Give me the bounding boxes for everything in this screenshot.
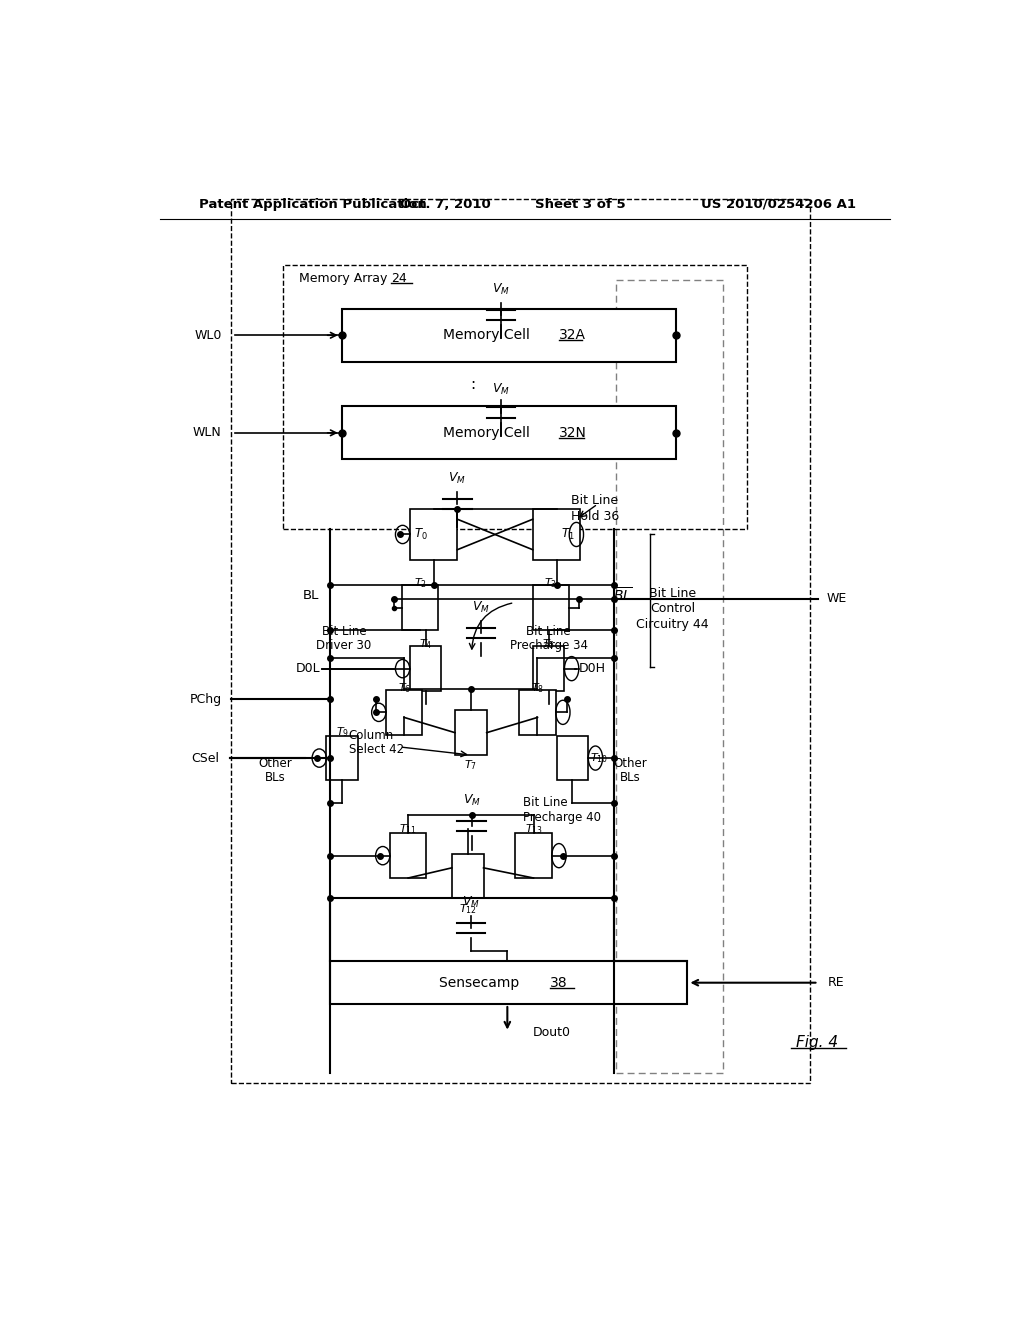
Text: Precharge 40: Precharge 40 <box>523 810 601 824</box>
Bar <box>331 961 687 1005</box>
Text: $T_1$: $T_1$ <box>560 527 574 543</box>
Text: BL: BL <box>302 589 318 602</box>
Text: Sheet 3 of 5: Sheet 3 of 5 <box>535 198 626 211</box>
Text: Other: Other <box>613 756 647 770</box>
Bar <box>515 833 552 878</box>
Text: 32N: 32N <box>559 426 587 440</box>
Bar <box>519 690 556 735</box>
Text: D0L: D0L <box>296 663 321 675</box>
Text: BLs: BLs <box>620 771 641 784</box>
Text: Other: Other <box>258 756 292 770</box>
Text: Bit Line: Bit Line <box>322 624 367 638</box>
Text: Precharge 34: Precharge 34 <box>510 639 588 652</box>
Text: Memory Cell: Memory Cell <box>443 426 535 440</box>
Text: $T_2$: $T_2$ <box>414 577 427 590</box>
Text: Sensecamp: Sensecamp <box>439 975 523 990</box>
Bar <box>616 280 723 1073</box>
Text: Memory Cell: Memory Cell <box>443 329 535 342</box>
Text: $T_8$: $T_8$ <box>530 681 544 694</box>
Text: Memory Array: Memory Array <box>299 272 391 285</box>
Text: Driver 30: Driver 30 <box>316 639 372 652</box>
Text: Bit Line: Bit Line <box>649 587 696 599</box>
Bar <box>342 407 676 459</box>
Text: $V_M$: $V_M$ <box>449 471 466 486</box>
Text: $T_0$: $T_0$ <box>414 527 427 543</box>
Text: $T_{13}$: $T_{13}$ <box>524 822 543 836</box>
Text: Bit Line: Bit Line <box>526 624 571 638</box>
Text: 38: 38 <box>550 975 568 990</box>
Text: $V_M$: $V_M$ <box>463 793 480 808</box>
Bar <box>532 510 581 560</box>
Text: Circuitry 44: Circuitry 44 <box>636 619 709 631</box>
Text: Bit Line: Bit Line <box>523 796 568 809</box>
Bar <box>557 735 589 780</box>
Text: $T_4$: $T_4$ <box>419 638 432 651</box>
Text: Dout0: Dout0 <box>532 1026 570 1039</box>
Text: 24: 24 <box>391 272 408 285</box>
Text: $V_M$: $V_M$ <box>462 895 480 909</box>
Text: Fig. 4: Fig. 4 <box>796 1035 838 1051</box>
Text: WLN: WLN <box>193 426 221 440</box>
Bar <box>410 510 458 560</box>
Text: $T_{12}$: $T_{12}$ <box>459 903 476 916</box>
Text: $V_M$: $V_M$ <box>472 601 490 615</box>
Text: WE: WE <box>826 591 847 605</box>
Text: WL0: WL0 <box>195 329 221 342</box>
Text: Patent Application Publication: Patent Application Publication <box>200 198 427 211</box>
Text: $T_3$: $T_3$ <box>545 577 557 590</box>
Bar <box>386 690 423 735</box>
Text: 32A: 32A <box>559 329 586 342</box>
Text: $T_{10}$: $T_{10}$ <box>590 751 608 766</box>
Text: RE: RE <box>828 977 845 989</box>
Text: $T_9$: $T_9$ <box>336 725 349 739</box>
Bar <box>455 710 486 755</box>
Bar <box>231 199 811 1084</box>
Text: $T_7$: $T_7$ <box>464 758 477 772</box>
Text: $V_M$: $V_M$ <box>493 282 510 297</box>
Text: :: : <box>471 376 476 392</box>
Text: $T_{11}$: $T_{11}$ <box>399 822 417 836</box>
Text: $T_6$: $T_6$ <box>397 681 411 694</box>
Text: $T_5$: $T_5$ <box>542 638 555 651</box>
Text: Bit Line: Bit Line <box>570 495 617 507</box>
Bar <box>410 647 441 690</box>
Bar <box>532 585 569 630</box>
Text: $\overline{BL}$: $\overline{BL}$ <box>612 586 632 605</box>
Bar <box>401 585 438 630</box>
Text: CSel: CSel <box>191 751 219 764</box>
Text: $V_M$: $V_M$ <box>493 381 510 397</box>
Text: Column: Column <box>348 729 394 742</box>
Bar <box>342 309 676 362</box>
Text: Hold 36: Hold 36 <box>570 510 620 523</box>
Text: Control: Control <box>650 602 695 615</box>
Text: BLs: BLs <box>264 771 286 784</box>
Bar <box>390 833 426 878</box>
Text: D0H: D0H <box>579 663 606 675</box>
Bar <box>283 265 748 529</box>
Bar <box>532 647 564 690</box>
Text: US 2010/0254206 A1: US 2010/0254206 A1 <box>701 198 856 211</box>
Text: Select 42: Select 42 <box>348 743 403 756</box>
Bar <box>452 854 483 899</box>
Text: PChg: PChg <box>189 693 221 706</box>
Bar <box>327 735 358 780</box>
Text: Oct. 7, 2010: Oct. 7, 2010 <box>400 198 490 211</box>
